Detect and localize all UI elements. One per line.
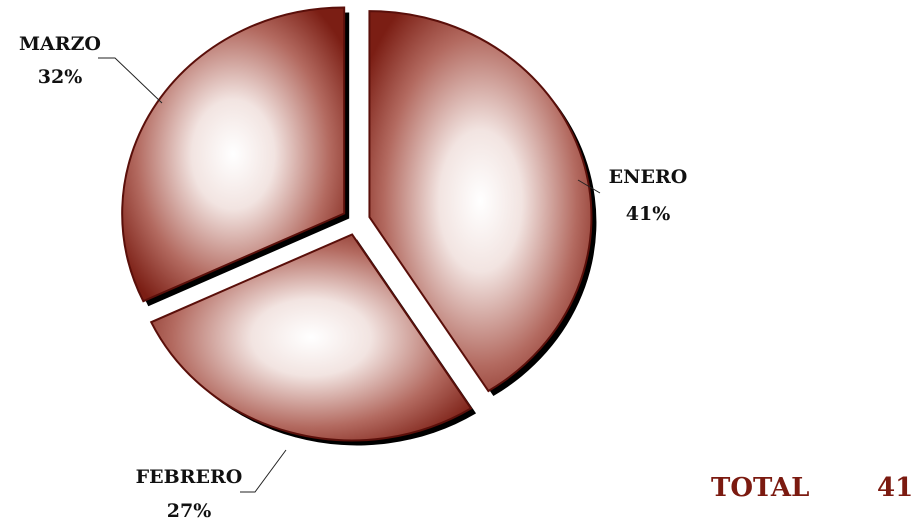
pie-slices xyxy=(121,6,593,442)
leader-line-febrero xyxy=(240,449,287,493)
slice-percent-febrero: 27% xyxy=(167,500,212,522)
total-value: 41 xyxy=(877,473,913,503)
slice-labels: ENERO 41% FEBRERO 27% MARZO 32% xyxy=(19,33,687,522)
slice-percent-marzo: 32% xyxy=(38,66,83,88)
leader-lines xyxy=(98,57,601,493)
slice-label-enero: ENERO xyxy=(609,166,688,188)
leader-line-enero xyxy=(577,179,601,194)
slice-percent-enero: 41% xyxy=(626,203,671,225)
pie-slice-febrero xyxy=(149,233,473,442)
total-label: TOTAL xyxy=(711,473,809,503)
slice-label-febrero: FEBRERO xyxy=(136,466,243,488)
pie-slice-enero xyxy=(368,10,593,393)
total-annotation: TOTAL 41 xyxy=(711,473,913,503)
slice-label-marzo: MARZO xyxy=(19,33,101,55)
leader-line-marzo xyxy=(98,57,163,104)
pie-slice-marzo xyxy=(121,6,346,303)
